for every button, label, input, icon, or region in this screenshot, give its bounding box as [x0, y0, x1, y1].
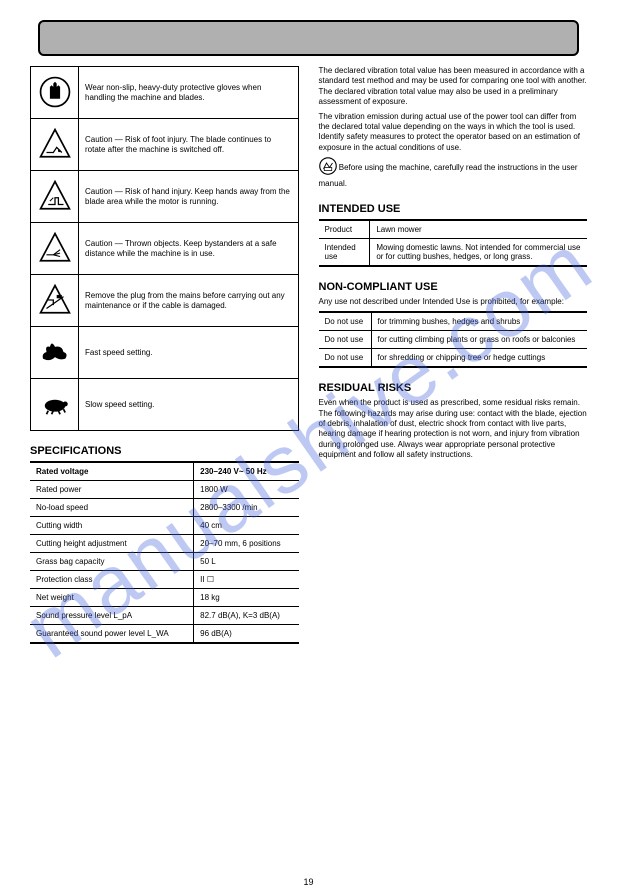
spec-row: Net weight18 kg — [30, 589, 299, 607]
intended-label: Intended use — [319, 238, 370, 266]
intended-label: Product — [319, 220, 370, 239]
spec-label: Sound pressure level L_pA — [30, 607, 194, 625]
page-number: 19 — [0, 877, 617, 887]
noncomp-row: Do not usefor shredding or chipping tree… — [319, 349, 588, 368]
intended-row: ProductLawn mower — [319, 220, 588, 239]
intended-title: INTENDED USE — [319, 203, 588, 215]
spec-value: 2800–3300 /min — [194, 499, 299, 517]
spec-value: 96 dB(A) — [194, 625, 299, 644]
icon-row: Remove the plug from the mains before ca… — [31, 275, 299, 327]
spec-value: 1800 W — [194, 481, 299, 499]
noncomp-row: Do not usefor cutting climbing plants or… — [319, 331, 588, 349]
spec-row: Rated voltage230–240 V~ 50 Hz — [30, 462, 299, 481]
intended-value: Mowing domestic lawns. Not intended for … — [370, 238, 587, 266]
header-bar — [38, 20, 579, 56]
noncomp-label: Do not use — [319, 312, 372, 331]
icon-desc: Fast speed setting. — [79, 327, 299, 379]
noncomp-intro: Any use not described under Intended Use… — [319, 297, 588, 307]
spec-row: Cutting height adjustment20–70 mm, 6 pos… — [30, 535, 299, 553]
read-manual-icon — [319, 157, 337, 178]
spec-label: Cutting width — [30, 517, 194, 535]
noncomp-value: for shredding or chipping tree or hedge … — [371, 349, 587, 368]
icon-desc: Slow speed setting. — [79, 379, 299, 431]
spec-value: 40 cm — [194, 517, 299, 535]
spec-label: No-load speed — [30, 499, 194, 517]
spec-label: Cutting height adjustment — [30, 535, 194, 553]
gloves-icon — [31, 67, 79, 119]
spec-label: Rated power — [30, 481, 194, 499]
spec-value: 50 L — [194, 553, 299, 571]
icon-desc: Caution — Thrown objects. Keep bystander… — [79, 223, 299, 275]
icon-desc: Caution — Risk of foot injury. The blade… — [79, 119, 299, 171]
spec-row: Sound pressure level L_pA82.7 dB(A), K=3… — [30, 607, 299, 625]
noncomp-row: Do not usefor trimming bushes, hedges an… — [319, 312, 588, 331]
noncomp-value: for trimming bushes, hedges and shrubs — [371, 312, 587, 331]
vibration-warning: The vibration emission during actual use… — [319, 112, 588, 154]
plug-icon — [31, 275, 79, 327]
spec-value: II ☐ — [194, 571, 299, 589]
spec-row: Protection classII ☐ — [30, 571, 299, 589]
spec-label: Rated voltage — [30, 462, 194, 481]
icon-row: Fast speed setting. — [31, 327, 299, 379]
icon-desc: Caution — Risk of hand injury. Keep hand… — [79, 171, 299, 223]
spec-row: Cutting width40 cm — [30, 517, 299, 535]
noncomp-label: Do not use — [319, 331, 372, 349]
icon-desc: Wear non-slip, heavy-duty protective glo… — [79, 67, 299, 119]
spec-row: No-load speed2800–3300 /min — [30, 499, 299, 517]
spec-value: 82.7 dB(A), K=3 dB(A) — [194, 607, 299, 625]
intended-row: Intended useMowing domestic lawns. Not i… — [319, 238, 588, 266]
noncomp-table: Do not usefor trimming bushes, hedges an… — [319, 311, 588, 368]
right-column: The declared vibration total value has b… — [319, 66, 588, 644]
read-manual-row: Before using the machine, carefully read… — [319, 157, 588, 189]
spec-row: Guaranteed sound power level L_WA96 dB(A… — [30, 625, 299, 644]
hand-icon — [31, 171, 79, 223]
left-column: Wear non-slip, heavy-duty protective glo… — [30, 66, 299, 644]
spec-value: 230–240 V~ 50 Hz — [194, 462, 299, 481]
noncomp-title: NON-COMPLIANT USE — [319, 281, 588, 293]
safety-icon-table: Wear non-slip, heavy-duty protective glo… — [30, 66, 299, 431]
spec-value: 20–70 mm, 6 positions — [194, 535, 299, 553]
residual-title: RESIDUAL RISKS — [319, 382, 588, 394]
spec-label: Net weight — [30, 589, 194, 607]
spec-table: Rated voltage230–240 V~ 50 HzRated power… — [30, 461, 299, 644]
icon-row: Slow speed setting. — [31, 379, 299, 431]
spec-row: Rated power1800 W — [30, 481, 299, 499]
noncomp-value: for cutting climbing plants or grass on … — [371, 331, 587, 349]
eject-icon — [31, 223, 79, 275]
residual-text: Even when the product is used as prescri… — [319, 398, 588, 460]
spec-row: Grass bag capacity50 L — [30, 553, 299, 571]
icon-row: Wear non-slip, heavy-duty protective glo… — [31, 67, 299, 119]
noncomp-label: Do not use — [319, 349, 372, 368]
content-columns: Wear non-slip, heavy-duty protective glo… — [30, 66, 587, 644]
icon-row: Caution — Risk of foot injury. The blade… — [31, 119, 299, 171]
rabbit-icon — [31, 327, 79, 379]
spec-label: Guaranteed sound power level L_WA — [30, 625, 194, 644]
intended-value: Lawn mower — [370, 220, 587, 239]
turtle-icon — [31, 379, 79, 431]
vibration-intro: The declared vibration total value has b… — [319, 66, 588, 108]
read-manual-text: Before using the machine, carefully read… — [319, 163, 578, 188]
foot-icon — [31, 119, 79, 171]
intended-table: ProductLawn mowerIntended useMowing dome… — [319, 219, 588, 267]
icon-desc: Remove the plug from the mains before ca… — [79, 275, 299, 327]
icon-row: Caution — Risk of hand injury. Keep hand… — [31, 171, 299, 223]
spec-title: SPECIFICATIONS — [30, 445, 299, 457]
spec-value: 18 kg — [194, 589, 299, 607]
spec-label: Grass bag capacity — [30, 553, 194, 571]
icon-row: Caution — Thrown objects. Keep bystander… — [31, 223, 299, 275]
spec-label: Protection class — [30, 571, 194, 589]
